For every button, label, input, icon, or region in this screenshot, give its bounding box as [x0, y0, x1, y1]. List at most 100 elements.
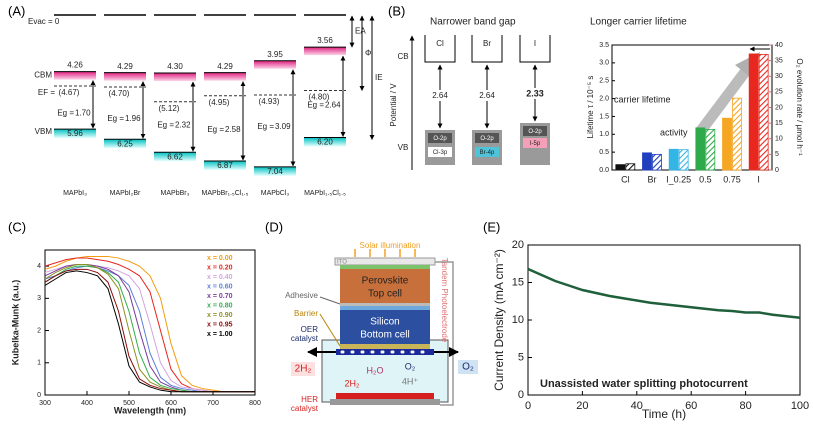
- y2-tick-label: 30: [775, 73, 783, 80]
- y-tick-label: 15: [512, 276, 524, 288]
- perovskite-cell: [340, 269, 430, 303]
- y-tick-label: 20: [512, 239, 524, 251]
- material: MAPbBr₁.₅Cl₁.₅: [202, 190, 249, 197]
- o2-label: O₂: [462, 362, 474, 373]
- cell-label: Silicon: [370, 317, 399, 328]
- her-layer: [336, 393, 434, 399]
- cbm-value: 3.95: [267, 50, 283, 59]
- y-tick-label: 10: [512, 314, 524, 326]
- gap-value: 2.32: [175, 121, 191, 130]
- gap-value: 2.33: [526, 88, 544, 98]
- trend-arrow: [695, 68, 750, 136]
- light-rays: [354, 249, 416, 257]
- legend-label: x = 0.60: [207, 283, 233, 290]
- ito-label: ITO: [337, 260, 347, 266]
- illumination: Solar illumination: [360, 241, 421, 250]
- x-tick-label: Br: [648, 174, 657, 184]
- base: [330, 399, 440, 405]
- plot-frame: [44, 249, 256, 396]
- cbm-value: 3.56: [317, 36, 333, 45]
- cell-label: Bottom cell: [360, 330, 409, 341]
- device-diagram: (D) Solar illumination ITO Perovskite To…: [265, 219, 478, 413]
- x-tick-label: 0: [525, 400, 531, 412]
- y-tick-label: 5: [518, 351, 524, 363]
- y-tick-label: 3.5: [599, 42, 609, 49]
- cbm-value: 4.29: [117, 62, 133, 71]
- legend-label: x = 0.80: [207, 302, 233, 309]
- oer-label: catalyst: [291, 334, 319, 343]
- gap-value: 2.64: [479, 91, 495, 100]
- panel-label: (C): [8, 219, 26, 234]
- proton-label: 4H⁺: [402, 376, 419, 386]
- y2-tick-label: 0: [775, 167, 779, 174]
- x-tick-label: 20: [576, 400, 588, 412]
- y2-tick-label: 35: [775, 57, 783, 64]
- material: MAPbBr₃: [161, 190, 190, 197]
- cb-box: [519, 35, 551, 63]
- y-tick-label: 4: [37, 263, 41, 270]
- gap-name: Eg =: [157, 121, 174, 130]
- silicon-cell: [340, 310, 430, 344]
- x-tick-label: 40: [631, 400, 643, 412]
- y-tick-label: 0: [37, 392, 41, 399]
- o2-box: [458, 360, 478, 374]
- x-axis-label: Wavelength (nm): [114, 405, 186, 415]
- bar: [652, 153, 662, 171]
- legend-label: x = 0.20: [207, 264, 233, 271]
- gap-value: 2.64: [432, 91, 448, 100]
- vbm-value: 6.87: [217, 161, 233, 170]
- data-line: [44, 270, 255, 393]
- series-annotation: activity: [660, 127, 688, 137]
- cbm-value: 4.30: [167, 62, 183, 71]
- panel-label: (B): [388, 3, 405, 18]
- annotation: Unassisted water splitting photocurrent: [540, 378, 748, 390]
- y-tick-label: 1.5: [599, 113, 609, 120]
- fermi-value: (4.80): [309, 93, 330, 102]
- cbm-value: 4.29: [217, 62, 233, 71]
- vbm-value: 7.04: [267, 167, 283, 176]
- orbital: I-5p: [530, 141, 541, 147]
- orbital: O-2p: [480, 136, 494, 142]
- plot-frame: [527, 244, 801, 396]
- vbm-band: [254, 166, 296, 176]
- h2o-label: H₂O: [367, 365, 384, 375]
- oer-layer: [336, 349, 434, 355]
- h2-box: [291, 362, 315, 376]
- x-tick-label: I_0.25: [666, 174, 691, 184]
- gap-name: Eg =: [307, 100, 324, 109]
- y2-tick-label: 20: [775, 104, 783, 111]
- gap-value: 3.09: [275, 122, 291, 131]
- cbm-label: CBM: [34, 71, 52, 80]
- y-tick-label: 1.0: [599, 131, 609, 138]
- legend-label: x = 0.70: [207, 293, 233, 300]
- orbital-box: [523, 126, 547, 136]
- wire: [434, 261, 454, 406]
- legend-label: x = 0.40: [207, 274, 233, 281]
- cbm-value: 4.26: [67, 61, 83, 70]
- cb-box: [471, 35, 503, 63]
- material: MAPbI₃: [63, 190, 87, 197]
- cell-label: Perovskite: [362, 276, 409, 287]
- bar: [732, 97, 742, 171]
- cbm-band: [54, 71, 96, 80]
- label-bg: [477, 90, 497, 101]
- gap-value: 2.64: [325, 100, 341, 109]
- x-tick-label: 60: [685, 400, 697, 412]
- label-bg: [430, 90, 450, 101]
- gap-value: 1.70: [75, 108, 91, 117]
- chart-title: Longer carrier lifetime: [590, 17, 687, 28]
- fermi-value: (5.12): [159, 104, 180, 113]
- y-tick-label: 1: [37, 360, 41, 367]
- adhesive-label: Adhesive: [285, 291, 318, 300]
- cbm-band: [254, 60, 296, 69]
- x-tick-label: 600: [165, 400, 177, 407]
- gap-name: Eg =: [207, 125, 224, 134]
- bar: [705, 128, 716, 171]
- h2-label: 2H₂: [295, 364, 312, 375]
- x-tick-label: Cl: [621, 174, 630, 184]
- glass: [334, 257, 436, 266]
- data-line: [527, 267, 801, 319]
- label-bg: [524, 88, 546, 99]
- panel-label: (A): [8, 3, 25, 18]
